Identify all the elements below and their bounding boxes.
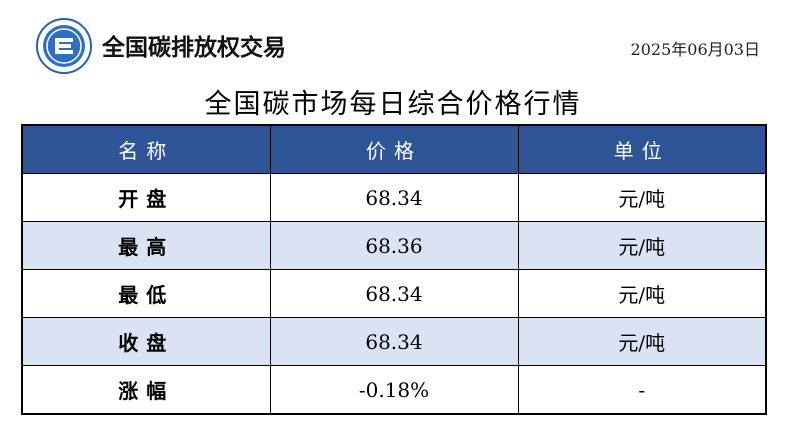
column-header: 名称 bbox=[21, 124, 271, 174]
row-price: 68.36 bbox=[269, 221, 519, 270]
row-price: 68.34 bbox=[269, 173, 519, 222]
row-price: 68.34 bbox=[269, 269, 519, 318]
column-header: 单位 bbox=[517, 124, 767, 174]
row-name: 收盘 bbox=[21, 317, 271, 366]
date: 2025年06月03日 bbox=[630, 40, 760, 59]
row-unit: - bbox=[517, 365, 767, 415]
price-table: 名称 价格 单位 开盘 68.34 元/吨 最高 68.36 元/吨 最低 68… bbox=[21, 124, 767, 415]
logo-icon bbox=[36, 18, 92, 74]
row-name: 最高 bbox=[21, 221, 271, 270]
table-header: 名称 价格 单位 bbox=[21, 124, 767, 174]
row-price: 68.34 bbox=[269, 317, 519, 366]
column-header: 价格 bbox=[269, 124, 519, 174]
row-unit: 元/吨 bbox=[517, 269, 767, 318]
row-unit: 元/吨 bbox=[517, 173, 767, 222]
brand-name: 全国碳排放权交易 bbox=[102, 35, 286, 61]
page-title: 全国碳市场每日综合价格行情 bbox=[204, 89, 582, 120]
row-name: 最低 bbox=[21, 269, 271, 318]
table-row: 收盘 68.34 元/吨 bbox=[21, 317, 767, 366]
row-unit: 元/吨 bbox=[517, 221, 767, 270]
row-unit: 元/吨 bbox=[517, 317, 767, 366]
row-name: 涨幅 bbox=[21, 365, 271, 415]
row-price: -0.18% bbox=[269, 365, 519, 415]
table-row: 最高 68.36 元/吨 bbox=[21, 221, 767, 270]
table-row: 开盘 68.34 元/吨 bbox=[21, 173, 767, 222]
table-row: 涨幅 -0.18% - bbox=[21, 365, 767, 415]
row-name: 开盘 bbox=[21, 173, 271, 222]
table-row: 最低 68.34 元/吨 bbox=[21, 269, 767, 318]
